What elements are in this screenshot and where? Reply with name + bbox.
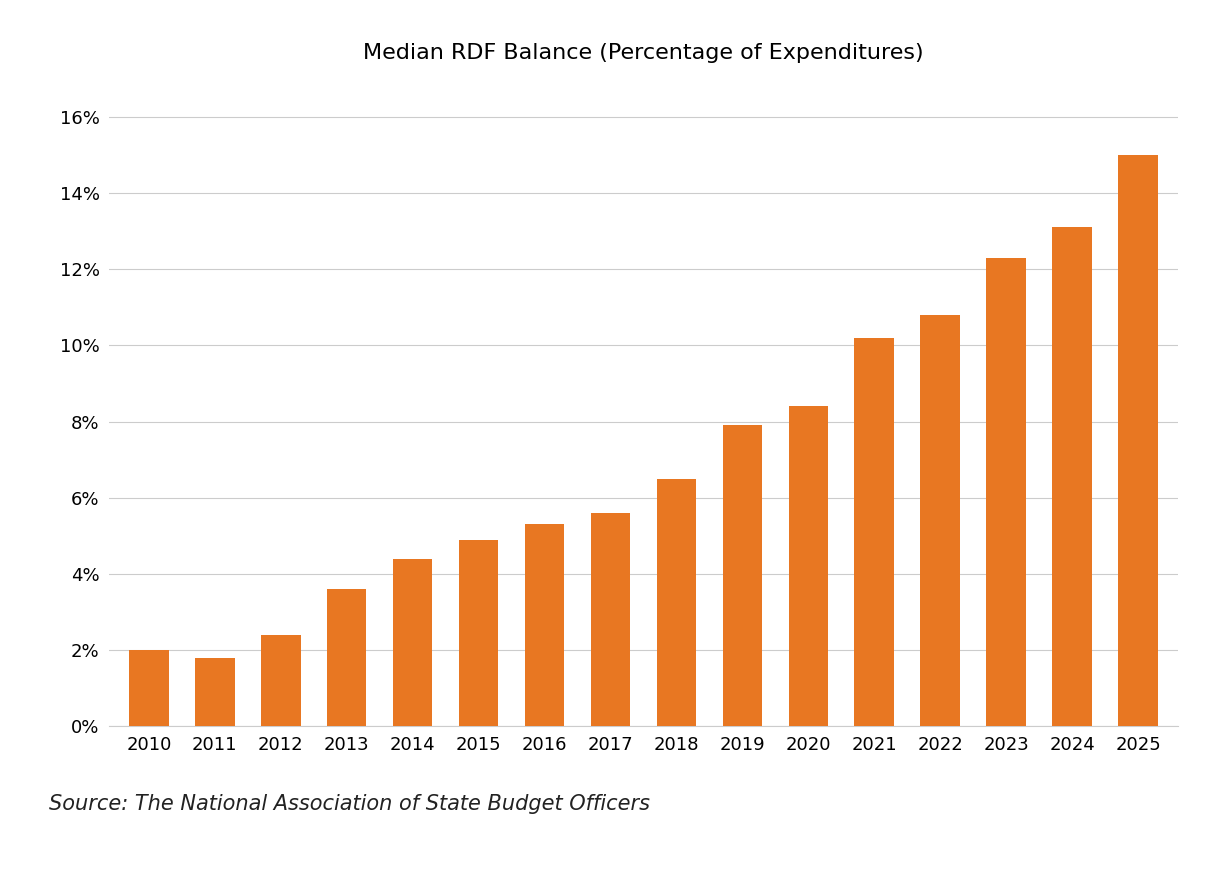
Bar bbox=[789, 406, 828, 726]
Bar bbox=[129, 650, 169, 726]
Bar bbox=[459, 540, 498, 726]
Bar bbox=[591, 513, 630, 726]
Text: Source: The National Association of State Budget Officers: Source: The National Association of Stat… bbox=[49, 794, 649, 814]
Bar bbox=[327, 589, 367, 726]
Bar bbox=[657, 479, 696, 726]
Title: Median RDF Balance (Percentage of Expenditures): Median RDF Balance (Percentage of Expend… bbox=[363, 43, 924, 63]
Bar bbox=[920, 315, 960, 726]
Bar bbox=[1118, 155, 1158, 726]
Bar bbox=[855, 338, 894, 726]
Bar bbox=[986, 258, 1026, 726]
Bar bbox=[1053, 228, 1091, 726]
Bar bbox=[524, 524, 565, 726]
Bar bbox=[393, 558, 432, 726]
Bar bbox=[722, 425, 762, 726]
Bar bbox=[195, 658, 234, 726]
Bar bbox=[261, 635, 301, 726]
